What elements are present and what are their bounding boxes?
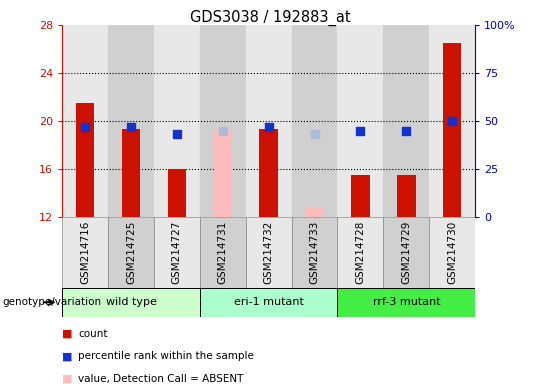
Bar <box>397 175 416 217</box>
Text: GSM214729: GSM214729 <box>401 220 411 284</box>
Bar <box>108 25 154 217</box>
Bar <box>338 25 383 217</box>
Bar <box>443 43 461 217</box>
Bar <box>246 25 292 217</box>
Text: GSM214716: GSM214716 <box>80 220 90 284</box>
Text: ■: ■ <box>62 329 72 339</box>
Text: GSM214733: GSM214733 <box>309 220 320 284</box>
Bar <box>167 169 186 217</box>
Point <box>448 118 456 124</box>
Text: GSM214727: GSM214727 <box>172 220 182 284</box>
Bar <box>200 288 338 317</box>
Bar <box>62 288 200 317</box>
Text: ■: ■ <box>62 374 72 384</box>
Text: count: count <box>78 329 108 339</box>
Point <box>402 127 410 134</box>
Text: rrf-3 mutant: rrf-3 mutant <box>373 297 440 308</box>
Text: GSM214731: GSM214731 <box>218 220 228 284</box>
Bar <box>429 25 475 217</box>
Text: GSM214725: GSM214725 <box>126 220 136 284</box>
Text: GDS3038 / 192883_at: GDS3038 / 192883_at <box>190 10 350 26</box>
Bar <box>383 217 429 288</box>
Point <box>310 131 319 137</box>
Text: ■: ■ <box>62 351 72 361</box>
Bar <box>292 217 338 288</box>
Bar <box>154 25 200 217</box>
Bar <box>154 217 200 288</box>
Text: GSM214732: GSM214732 <box>264 220 274 284</box>
Bar <box>76 103 94 217</box>
Bar <box>292 25 338 217</box>
Bar <box>351 175 369 217</box>
Bar <box>338 217 383 288</box>
Bar <box>62 25 108 217</box>
Bar <box>200 25 246 217</box>
Text: percentile rank within the sample: percentile rank within the sample <box>78 351 254 361</box>
Point <box>81 124 90 130</box>
Bar <box>200 217 246 288</box>
Bar <box>246 217 292 288</box>
Text: GSM214730: GSM214730 <box>447 220 457 284</box>
Text: value, Detection Call = ABSENT: value, Detection Call = ABSENT <box>78 374 244 384</box>
Text: GSM214728: GSM214728 <box>355 220 366 284</box>
Point <box>218 127 227 134</box>
Bar <box>383 25 429 217</box>
Bar <box>429 217 475 288</box>
Bar <box>122 129 140 217</box>
Text: genotype/variation: genotype/variation <box>3 297 102 308</box>
Bar <box>108 217 154 288</box>
Text: eri-1 mutant: eri-1 mutant <box>234 297 303 308</box>
Text: wild type: wild type <box>105 297 157 308</box>
Point <box>356 127 365 134</box>
Bar <box>259 129 278 217</box>
Point <box>126 124 135 130</box>
Point <box>172 131 181 137</box>
Bar <box>338 288 475 317</box>
Bar <box>214 129 232 217</box>
Bar <box>62 217 108 288</box>
Bar <box>305 207 323 217</box>
Point <box>265 124 273 130</box>
